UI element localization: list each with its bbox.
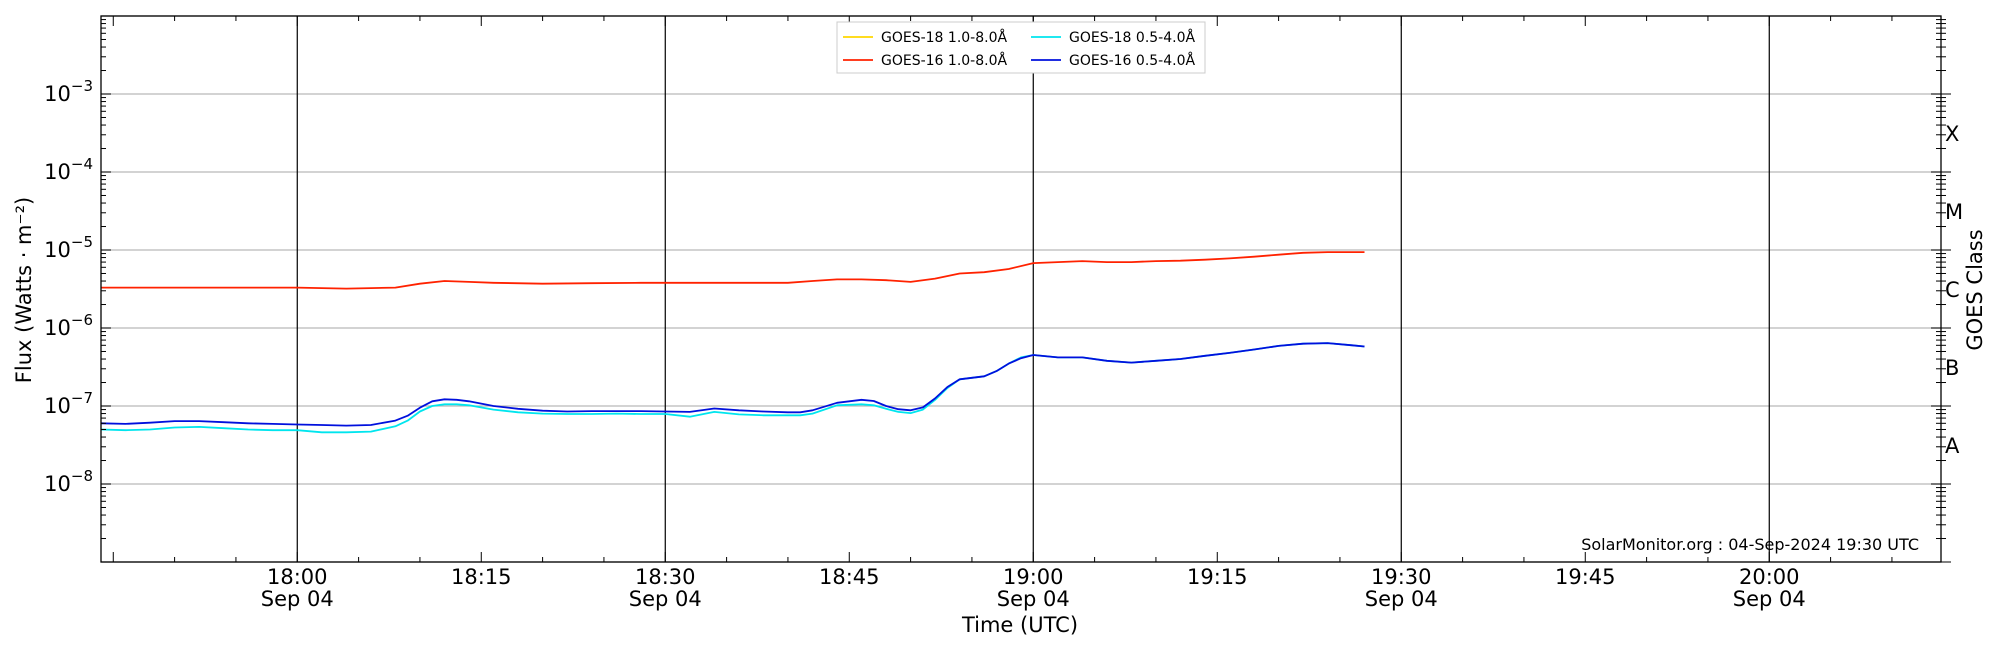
legend: GOES-18 1.0-8.0Å GOES-16 1.0-8.0Å GOES-18 … <box>836 21 1206 74</box>
y-tick-label: 10−8 <box>44 467 93 496</box>
x-tick-label: 18:45 <box>819 565 880 589</box>
series-line <box>101 251 1365 290</box>
y-tick-label: 10−7 <box>44 389 93 418</box>
legend-label: GOES-16 0.5-4.0Å <box>1069 52 1195 69</box>
x-tick-label: 19:15 <box>1187 565 1248 589</box>
x-tick-sublabel: Sep 04 <box>997 587 1070 611</box>
x-tick-sublabel: Sep 04 <box>1733 587 1806 611</box>
day-markers <box>296 16 1770 562</box>
plot-frame <box>100 15 1942 563</box>
x-tick-label: 18:30 <box>635 565 696 589</box>
legend-label: GOES-18 0.5-4.0Å <box>1069 29 1195 46</box>
goes-class-label: B <box>1945 356 1959 380</box>
x-tick-label: 19:30 <box>1371 565 1432 589</box>
goes-class-label: A <box>1945 434 1960 458</box>
x-tick-label: 19:00 <box>1003 565 1064 589</box>
goes-class-labels: A B C M X <box>1945 122 1963 458</box>
credit-text: SolarMonitor.org : 04-Sep-2024 19:30 UTC <box>1581 535 1919 554</box>
x-tick-sublabel: Sep 04 <box>261 587 334 611</box>
right-axis-title: GOES Class <box>1963 229 1987 350</box>
series-line <box>100 342 1365 427</box>
x-tick-label: 19:45 <box>1555 565 1616 589</box>
x-tick-sublabel: Sep 04 <box>629 587 702 611</box>
y-axis-ticks: 10−8 10−7 10−6 10−5 10−4 10−3 <box>44 19 1951 563</box>
legend-box <box>836 21 1206 74</box>
x-tick-label: 18:00 <box>267 565 328 589</box>
axes <box>100 15 1942 563</box>
goes-class-label: X <box>1945 122 1959 146</box>
series-lines <box>100 251 1365 434</box>
x-tick-sublabel: Sep 04 <box>1365 587 1438 611</box>
x-axis-title: Time (UTC) <box>961 613 1078 637</box>
y-tick-label: 10−4 <box>44 155 93 184</box>
x-tick-label: 18:15 <box>451 565 512 589</box>
y-tick-label: 10−5 <box>44 233 93 262</box>
x-tick-label: 20:00 <box>1739 565 1800 589</box>
y-tick-label: 10−6 <box>44 311 93 340</box>
legend-label: GOES-18 1.0-8.0Å <box>881 29 1007 46</box>
legend-label: GOES-16 1.0-8.0Å <box>881 52 1007 69</box>
goes-class-label: C <box>1945 278 1960 302</box>
y-tick-label: 10−3 <box>44 77 93 106</box>
goes-class-label: M <box>1945 200 1963 224</box>
y-axis-title: Flux (Watts · m⁻²) <box>12 197 36 383</box>
